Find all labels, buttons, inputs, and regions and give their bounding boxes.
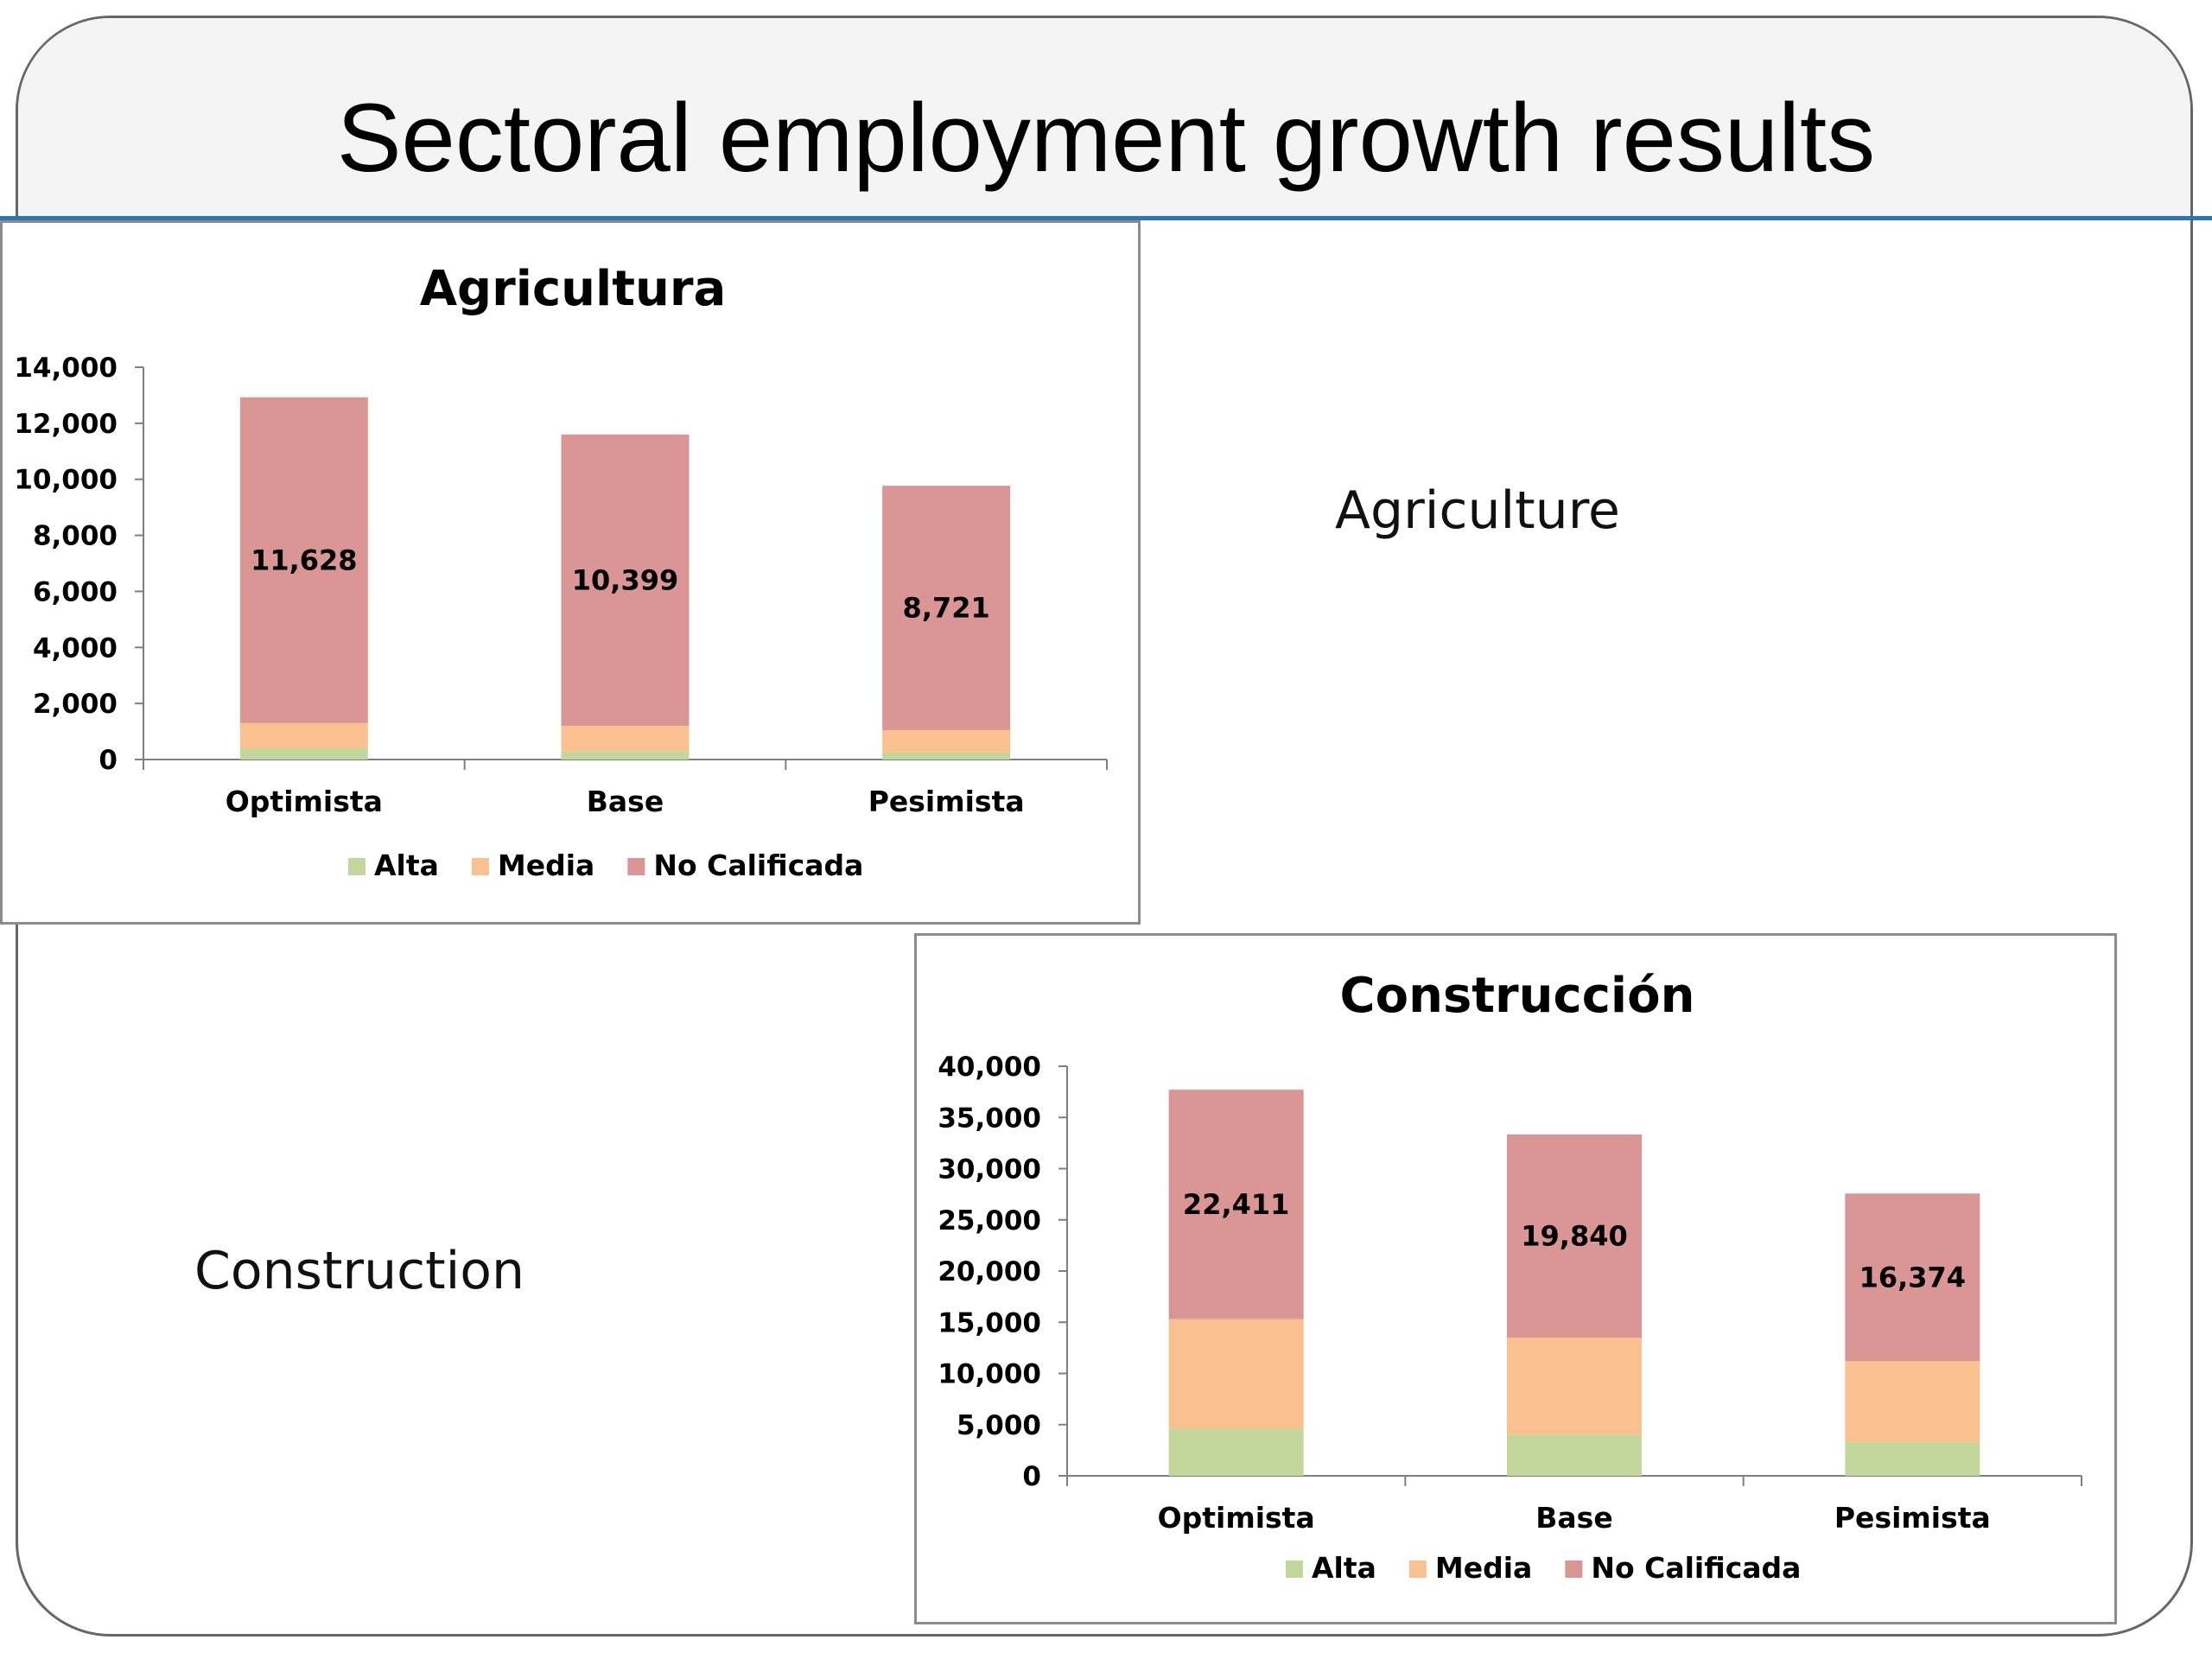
- legend-label: Media: [498, 849, 594, 882]
- bar-no-calificada: [239, 397, 368, 723]
- category-label: Pesimista: [1834, 1501, 1991, 1535]
- data-label: 10,399: [572, 563, 678, 596]
- legend-swatch: [627, 858, 645, 875]
- data-label: 16,374: [1859, 1261, 1966, 1294]
- y-tick-label: 10,000: [938, 1359, 1041, 1390]
- chart-title: Agricultura: [420, 261, 727, 317]
- bar-alta: [561, 751, 690, 760]
- chart-title: Construcción: [1340, 968, 1695, 1024]
- category-label: Base: [587, 785, 664, 818]
- data-label: 8,721: [903, 592, 990, 625]
- legend-swatch: [1408, 1560, 1427, 1578]
- legend-label: No Calificada: [653, 849, 863, 882]
- bar-no-calificada: [1845, 1193, 1980, 1362]
- y-tick-label: 35,000: [938, 1103, 1041, 1134]
- data-label: 22,411: [1183, 1188, 1289, 1221]
- legend-swatch: [471, 858, 489, 875]
- bar-no-calificada: [1507, 1134, 1642, 1338]
- y-tick-label: 10,000: [14, 465, 118, 496]
- bar-media: [561, 726, 690, 752]
- y-tick-label: 2,000: [33, 689, 118, 720]
- y-tick-label: 5,000: [957, 1410, 1041, 1441]
- bar-no-calificada: [882, 486, 1011, 730]
- y-tick-label: 4,000: [33, 632, 118, 664]
- y-tick-label: 8,000: [33, 521, 118, 552]
- y-tick-label: 14,000: [14, 353, 118, 384]
- data-label: 19,840: [1521, 1219, 1627, 1252]
- legend-swatch: [1565, 1560, 1583, 1578]
- legend-label: Alta: [1312, 1551, 1376, 1585]
- slide-title: Sectoral employment growth results: [336, 84, 1876, 192]
- caption-agriculture: Agriculture: [1335, 480, 1620, 541]
- legend-swatch: [1286, 1560, 1303, 1578]
- legend-label: Media: [1435, 1551, 1532, 1585]
- y-tick-label: 0: [99, 745, 118, 776]
- legend-swatch: [348, 858, 365, 875]
- legend-label: Alta: [374, 849, 439, 882]
- bar-media: [1507, 1338, 1642, 1435]
- category-label: Optimista: [1158, 1501, 1315, 1535]
- title-rule: [0, 216, 2212, 220]
- bar-alta: [1168, 1428, 1304, 1476]
- y-tick-label: 40,000: [938, 1052, 1041, 1083]
- category-label: Base: [1535, 1501, 1612, 1535]
- bar-alta: [239, 748, 368, 760]
- chart-agricultura-svg: Agricultura 0 2,000 4,000 6,000 8,000 10,000 12…: [14, 261, 1108, 882]
- y-tick-label: 30,000: [938, 1154, 1041, 1185]
- bar-no-calificada: [1168, 1090, 1304, 1319]
- data-label: 11,628: [251, 543, 357, 576]
- bar-media: [882, 729, 1011, 753]
- chart-construccion: Construcción 0 5,000 10,000 15,000 20,000 25,0…: [914, 933, 2117, 1624]
- category-label: Pesimista: [868, 785, 1025, 818]
- y-tick-label: 20,000: [938, 1256, 1041, 1287]
- chart-agricultura: Agricultura 0 2,000 4,000 6,000 8,000 10,000 12…: [0, 220, 1141, 925]
- y-tick-label: 25,000: [938, 1205, 1041, 1236]
- bar-no-calificada: [561, 434, 690, 727]
- y-tick-label: 15,000: [938, 1307, 1041, 1338]
- bar-media: [239, 722, 368, 749]
- title-band: [18, 18, 2190, 217]
- bar-media: [1845, 1361, 1980, 1442]
- bar-media: [1168, 1319, 1304, 1429]
- y-tick-label: 0: [1022, 1461, 1041, 1492]
- bar-alta: [882, 752, 1011, 760]
- category-label: Optimista: [226, 785, 383, 818]
- chart-construccion-svg: Construcción 0 5,000 10,000 15,000 20,000 25,0…: [938, 968, 2082, 1585]
- bar-alta: [1507, 1434, 1642, 1476]
- caption-construction: Construction: [194, 1241, 525, 1301]
- legend-label: No Calificada: [1591, 1551, 1801, 1585]
- bar-alta: [1845, 1441, 1980, 1476]
- y-tick-label: 12,000: [14, 409, 118, 440]
- y-tick-label: 6,000: [33, 576, 118, 607]
